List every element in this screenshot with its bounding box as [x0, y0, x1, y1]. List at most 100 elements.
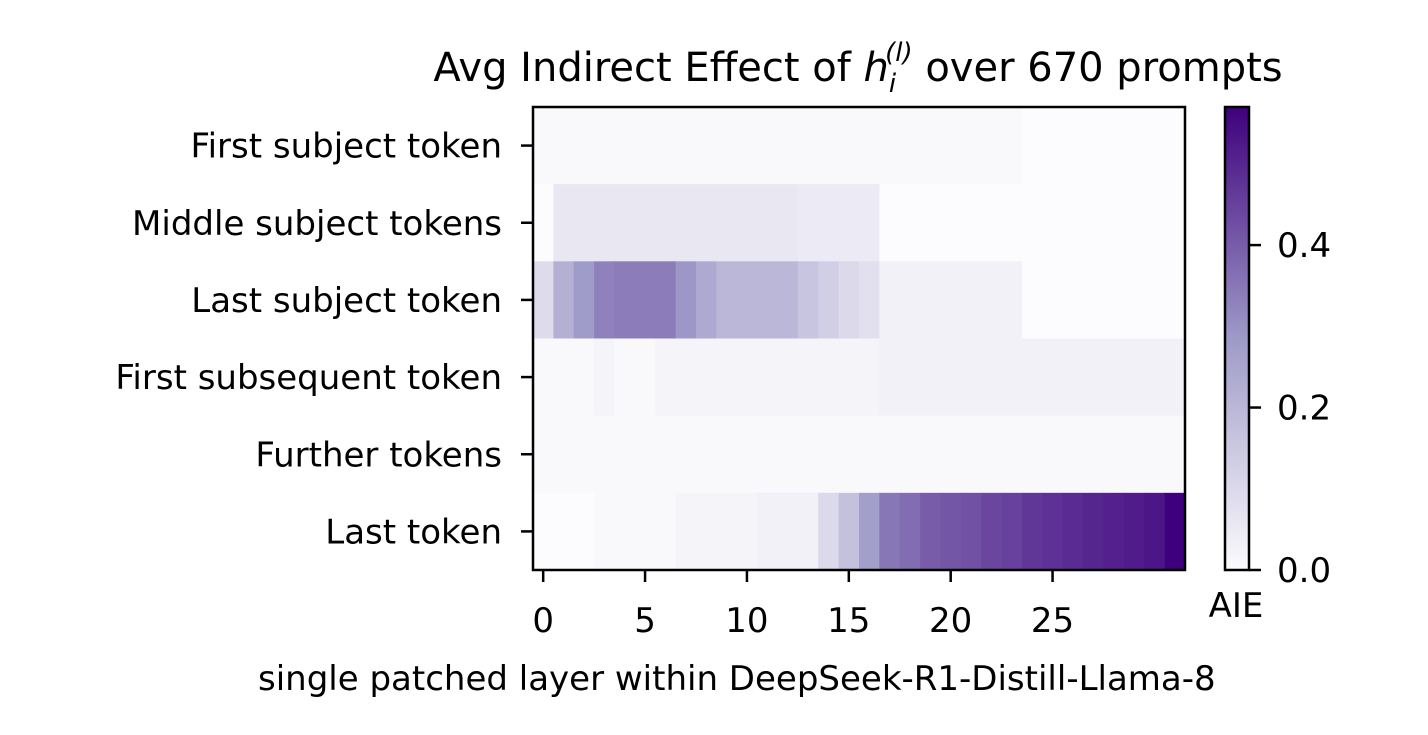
- colorbar-tick-label: 0.4: [1277, 226, 1331, 266]
- heatmap-cell: [859, 338, 880, 417]
- heatmap-cell: [1144, 261, 1166, 340]
- heatmap-cell: [1164, 338, 1186, 417]
- heatmap-cell: [614, 338, 636, 417]
- heatmap-cell: [777, 338, 799, 417]
- heatmap-cell: [859, 492, 880, 571]
- heatmap-cell: [614, 492, 636, 571]
- heatmap-cell: [1164, 261, 1186, 340]
- heatmap-cell: [1103, 338, 1125, 417]
- heatmap-cell: [1042, 415, 1064, 494]
- heatmap-cell: [757, 261, 779, 340]
- heatmap-cell: [757, 415, 779, 494]
- heatmap-cell: [533, 261, 554, 340]
- heatmap-cell: [899, 415, 921, 494]
- heatmap-cell: [634, 338, 656, 417]
- heatmap-cell: [960, 261, 982, 340]
- heatmap-cell: [675, 107, 697, 185]
- heatmap-cell: [594, 261, 616, 340]
- heatmap-cell: [675, 184, 697, 262]
- heatmap-cell: [920, 492, 942, 571]
- heatmap-cell: [757, 107, 779, 185]
- heatmap-cell: [553, 107, 575, 185]
- heatmap-cell: [716, 338, 738, 417]
- heatmap-cell: [797, 107, 819, 185]
- heatmap-cell: [1042, 492, 1064, 571]
- heatmap-cell: [757, 338, 779, 417]
- heatmap-cell: [573, 107, 595, 185]
- heatmap-cell: [920, 338, 942, 417]
- heatmap-cell: [1001, 338, 1023, 417]
- heatmap-cell: [1062, 261, 1084, 340]
- heatmap-cell: [818, 261, 840, 340]
- heatmap-cell: [757, 184, 779, 262]
- heatmap-cell: [675, 415, 697, 494]
- x-tick-label: 20: [929, 601, 972, 641]
- heatmap-cell: [736, 184, 758, 262]
- heatmap-cell: [533, 492, 554, 571]
- x-tick-label: 15: [827, 601, 870, 641]
- y-tick-label: First subject token: [191, 127, 502, 167]
- heatmap-cell: [797, 184, 819, 262]
- heatmap-cell: [1062, 492, 1084, 571]
- heatmap-cell: [573, 415, 595, 494]
- heatmap-cell: [696, 415, 717, 494]
- heatmap-cell: [899, 261, 921, 340]
- heatmap-cell: [655, 415, 677, 494]
- heatmap-cell: [1022, 261, 1043, 340]
- y-tick-label: Last token: [325, 512, 502, 552]
- heatmap-cell: [573, 338, 595, 417]
- heatmap-cell: [797, 492, 819, 571]
- y-tick-label: Further tokens: [255, 435, 502, 475]
- heatmap-cell: [1144, 107, 1166, 185]
- heatmap-cell: [1083, 415, 1105, 494]
- heatmap-cell: [594, 338, 616, 417]
- heatmap-cell: [736, 338, 758, 417]
- heatmap-cell: [1022, 492, 1043, 571]
- heatmap-cell: [533, 338, 554, 417]
- heatmap-cell: [920, 184, 942, 262]
- heatmap-cell: [1083, 107, 1105, 185]
- heatmap-cell: [696, 107, 717, 185]
- heatmap-cell: [696, 261, 717, 340]
- heatmap-cell: [634, 261, 656, 340]
- heatmap-cell: [960, 415, 982, 494]
- heatmap-cell: [960, 492, 982, 571]
- colorbar-label: AIE: [1209, 586, 1264, 626]
- heatmap-cell: [614, 261, 636, 340]
- heatmap-cell: [1164, 415, 1186, 494]
- heatmap-cell: [777, 492, 799, 571]
- heatmap-cell: [1022, 338, 1043, 417]
- heatmap-cell: [859, 415, 880, 494]
- heatmap-cell: [1123, 415, 1145, 494]
- heatmap-cell: [940, 415, 962, 494]
- heatmap-cell: [940, 184, 962, 262]
- heatmap-cell: [1103, 261, 1125, 340]
- heatmap-cell: [879, 415, 901, 494]
- heatmap-cell: [716, 415, 738, 494]
- heatmap-cell: [696, 492, 717, 571]
- heatmap-cell: [1042, 107, 1064, 185]
- heatmap-cell: [879, 261, 901, 340]
- heatmap-cell: [1062, 338, 1084, 417]
- heatmap-cell: [757, 492, 779, 571]
- heatmap-cell: [797, 261, 819, 340]
- heatmap-cell: [716, 184, 738, 262]
- heatmap-cell: [838, 415, 860, 494]
- heatmap-cell: [594, 415, 616, 494]
- heatmap-cell: [1123, 492, 1145, 571]
- heatmap-cell: [818, 338, 840, 417]
- heatmap-cell: [655, 184, 677, 262]
- heatmap-cell: [553, 415, 575, 494]
- heatmap-cell: [1103, 107, 1125, 185]
- heatmap-cell: [533, 184, 554, 262]
- chart-title: Avg Indirect Effect of hi(l) over 670 pr…: [433, 38, 1282, 99]
- x-tick-label: 10: [725, 601, 768, 641]
- heatmap-cell: [1164, 107, 1186, 185]
- heatmap-cell: [553, 261, 575, 340]
- heatmap-cell: [1123, 107, 1145, 185]
- heatmap-cell: [736, 415, 758, 494]
- heatmap-cell: [716, 492, 738, 571]
- colorbar-axis: 0.0 0.2 0.4: [1249, 226, 1331, 591]
- heatmap-cell: [981, 261, 1003, 340]
